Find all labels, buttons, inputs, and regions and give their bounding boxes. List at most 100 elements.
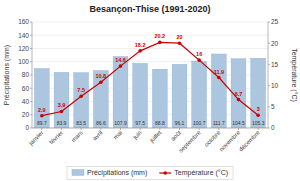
x-tick [179,128,180,130]
bar [251,58,266,128]
point [197,58,201,62]
y-tick-label: 140 [18,32,29,39]
x-tick [120,128,121,130]
y-tick-label: 20 [22,111,30,118]
x-tick-label: avril [92,129,104,141]
x-tick [41,128,42,130]
y-tick-label: 0 [25,124,29,131]
legend-label: Température (°C) [174,169,228,177]
y-tick-label: 80 [22,71,30,78]
chart: Besançon-Thise (1991-2020)02040608010012… [0,0,300,181]
x-tick-label: février [48,129,64,145]
point [217,76,221,80]
line-label: 2.9 [38,107,46,113]
bar-label: 105.3 [252,120,265,126]
x-tick-label: août [170,129,183,142]
x-tick [258,128,259,130]
point [138,49,142,53]
x-tick [199,128,200,130]
y2-axis-line [268,22,269,128]
grid-line [32,35,268,36]
point [119,64,123,68]
line-label: 18.2 [135,42,146,48]
point [60,110,64,114]
grid [32,22,268,128]
bar [211,54,226,128]
legend-marker [163,171,167,175]
line-label: 6.7 [235,91,243,97]
y2-tick-label: 25 [271,18,279,25]
point [178,41,182,45]
x-tick-label: octobre [203,129,222,148]
legend-item: Température (°C) [159,169,228,177]
x-tick-label: décembre [238,129,262,153]
y-tick-label: 120 [18,45,29,52]
bar [192,61,207,128]
line-label: 7.5 [77,87,85,93]
bar-label: 96.1 [175,120,185,126]
bar [113,57,128,128]
x-tick [100,128,101,130]
line-label: 14.6 [115,57,126,63]
y2-tick-label: 10 [271,82,279,89]
legend-swatch [72,170,84,176]
bar [133,63,148,128]
point [79,94,83,98]
line-label: 3.9 [58,102,66,108]
line-label: 20.2 [154,33,165,39]
marks [34,41,265,128]
grid-line [32,22,268,23]
x-axis-line [32,128,268,129]
y-axis-line [32,22,33,128]
line-label: 3 [257,106,260,112]
x-tick [218,128,219,130]
point [40,114,44,118]
point [256,113,260,117]
line-label: 20 [176,34,182,40]
x-tick-label: juillet [148,129,163,144]
y-axis-label: Précipitations (mm) [3,45,11,105]
bar [152,69,167,128]
bar-label: 83.5 [76,120,86,126]
x-tick-label: septembre [178,129,203,154]
bar [172,64,187,128]
x-tick [81,128,82,130]
line-label: 10.8 [95,73,106,79]
bar-label: 97.5 [135,120,145,126]
line [42,42,258,115]
bar-label: 104.5 [232,120,245,126]
y-tick-label: 40 [22,98,30,105]
bar-label: 100.7 [193,120,206,126]
y-tick-label: 100 [18,58,29,65]
point [237,98,241,102]
bar-label: 83.9 [57,120,67,126]
x-tick-label: juin [131,129,143,141]
data-labels: 89.7 83.9 83.5 86.6 107.9 97.5 88.8 96.1 100.7 11… [37,33,265,126]
legend-label: Précipitations (mm) [87,169,147,177]
y2-tick-label: 20 [271,40,279,47]
point [99,80,103,84]
x-tick-label: mai [112,129,123,140]
bar-label: 111.7 [213,120,225,126]
grid-line [32,48,268,49]
x-tick [159,128,160,130]
x-tick [140,128,141,130]
bar-label: 107.9 [114,120,127,126]
line-label: 16 [196,51,202,57]
line-label: 11.9 [214,69,224,75]
bar [34,69,49,128]
bar-label: 89.7 [37,120,47,126]
y2-axis-label: Température (°C) [290,48,298,102]
y-tick-label: 160 [18,18,29,25]
x-tick [61,128,62,130]
title: Besançon-Thise (1991-2020) [89,4,210,14]
x-tick-label: janvier [27,129,44,146]
bar-label: 86.6 [96,120,106,126]
y2-tick-label: 5 [271,103,275,110]
bar [54,72,69,128]
x-tick [238,128,239,130]
point [158,41,162,45]
bar-label: 88.8 [155,120,165,126]
y2-tick-label: 15 [271,61,279,68]
y2-tick-label: 0 [271,124,275,131]
